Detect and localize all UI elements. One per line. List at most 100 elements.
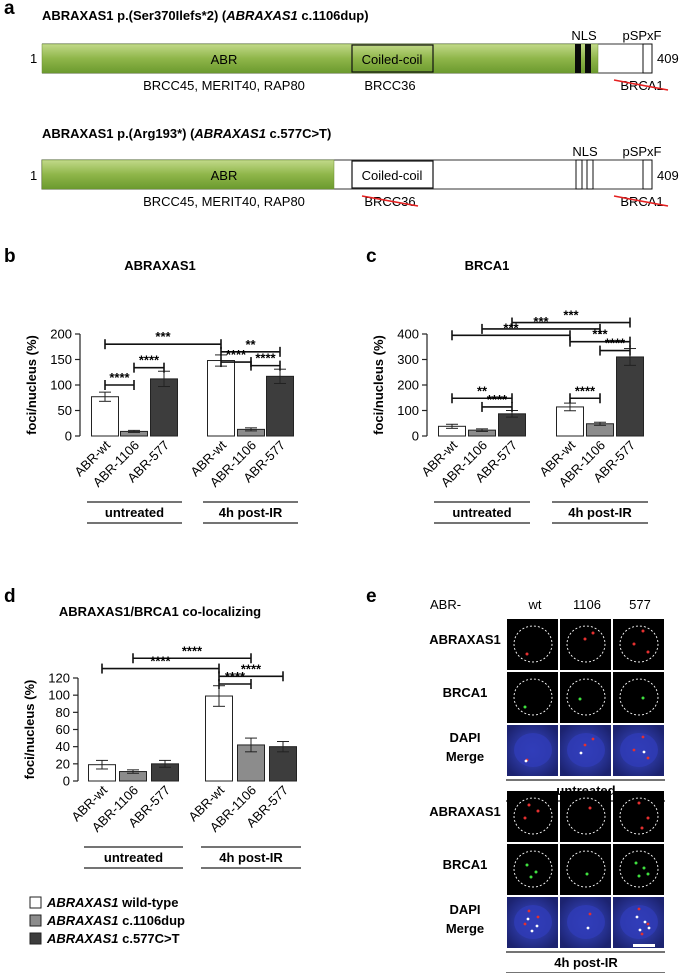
- nucleus: [620, 733, 658, 767]
- nls-segment: [575, 44, 581, 73]
- nls-label: NLS: [572, 144, 598, 159]
- micrograph-tile: [560, 619, 611, 670]
- significance-label: ****: [139, 353, 160, 368]
- red-focus: [523, 922, 527, 926]
- abraxas1-focus: [527, 803, 531, 807]
- row-label: ABRAXAS1: [429, 632, 501, 647]
- significance-label: ***: [592, 327, 608, 342]
- significance-label: ***: [563, 308, 579, 323]
- residue-end: 409: [657, 51, 679, 66]
- chart-colocalizing-foci: ABRAXAS1/BRCA1 co-localizing 0 20 40 60 80 100…: [22, 604, 301, 869]
- colocalized-focus: [647, 926, 651, 930]
- significance-label: ****: [605, 336, 626, 351]
- y-tick-label: 0: [412, 429, 419, 444]
- colocalized-focus: [535, 924, 539, 928]
- legend-label-1106: ABRAXAS1 c.1106dup: [46, 913, 185, 928]
- y-tick-label: 80: [56, 705, 70, 720]
- y-tick-label: 120: [48, 671, 70, 686]
- panel-letter-b: b: [4, 246, 16, 267]
- micrograph-tile: [613, 725, 664, 776]
- y-axis-label: foci/nucleus (%): [22, 680, 37, 780]
- y-tick-label: 300: [397, 352, 419, 367]
- brca1-focus: [641, 696, 645, 700]
- fluorescence-image: [613, 844, 664, 895]
- red-focus: [583, 743, 587, 747]
- bar-abr-wt: [556, 406, 584, 437]
- colocalized-focus: [530, 929, 534, 933]
- fluorescence-image: [560, 619, 611, 670]
- micrograph-tile: [560, 725, 611, 776]
- abraxas1-focus: [583, 637, 587, 641]
- coiled-coil-domain: [351, 44, 434, 73]
- fluorescence-image: [613, 619, 664, 670]
- nucleus-outline: [513, 850, 553, 888]
- colocalized-focus: [642, 750, 646, 754]
- chart-title: BRCA1: [465, 258, 510, 273]
- micrograph-tile: [507, 791, 558, 842]
- micrograph-tile: [560, 897, 611, 948]
- micrograph-tile: [507, 619, 558, 670]
- group-label: 4h post-IR: [219, 505, 283, 520]
- column-header-577: 577: [629, 597, 651, 612]
- bar-abr-577: [269, 746, 297, 782]
- column-header-1106: 1106: [573, 597, 601, 612]
- column-prefix: ABR-: [430, 597, 461, 612]
- abr-domain: [41, 159, 335, 190]
- motif-binder-strike: [613, 195, 669, 207]
- abraxas1-focus: [646, 650, 650, 654]
- bar-abr-577: [150, 378, 178, 437]
- y-tick-label: 100: [48, 688, 70, 703]
- micrograph-tile: [560, 672, 611, 723]
- bar-abr-wt: [207, 360, 235, 437]
- nucleus-outline: [566, 625, 606, 663]
- bar-abr-577: [266, 375, 294, 437]
- significance-label: ****: [487, 392, 508, 407]
- protein-title-1106: ABRAXAS1 p.(Ser370Ilefs*2) (ABRAXAS1 c.1…: [42, 8, 369, 23]
- nls-segment: [575, 159, 583, 190]
- row-label: DAPI: [449, 902, 480, 917]
- row-label: Merge: [446, 921, 484, 936]
- bar-abr-577: [616, 356, 644, 437]
- nucleus-outline: [513, 625, 553, 663]
- nucleus-outline: [619, 850, 659, 888]
- motif-binder-strike: [613, 79, 669, 91]
- y-axis-label: foci/nucleus (%): [24, 335, 39, 435]
- significance-label: **: [477, 383, 488, 398]
- group-label: 4h post-IR: [568, 505, 632, 520]
- micrograph-tile: [613, 897, 664, 948]
- panel-a: a ABRAXAS1 p.(Ser370Ilefs*2) (ABRAXAS1 c…: [4, 0, 679, 209]
- cc-binder-strike: [361, 195, 419, 207]
- abraxas1-focus: [523, 816, 527, 820]
- nucleus-outline: [619, 625, 659, 663]
- significance-label: ****: [241, 661, 262, 676]
- micrograph-tile: [507, 897, 558, 948]
- legend-swatch-wt: [29, 896, 42, 909]
- micrograph-tile: [560, 844, 611, 895]
- red-focus: [637, 907, 641, 911]
- abraxas1-focus: [536, 809, 540, 813]
- red-focus: [646, 922, 650, 926]
- colocalized-focus: [524, 759, 528, 763]
- red-focus: [536, 915, 540, 919]
- colocalized-focus: [638, 928, 642, 932]
- colocalized-focus: [643, 920, 647, 924]
- panel-e: e ABR- wt 1106 577 ABRAXAS1 BRCA1 DAPI Merg…: [366, 586, 665, 973]
- group-label: untreated: [452, 505, 511, 520]
- nucleus: [567, 905, 605, 939]
- motif-label: pSPxF: [622, 28, 661, 43]
- chart-title: ABRAXAS1/BRCA1 co-localizing: [59, 604, 261, 619]
- motif-box: [642, 43, 653, 74]
- nucleus: [567, 733, 605, 767]
- row-label: DAPI: [449, 730, 480, 745]
- condition-label: 4h post-IR: [554, 955, 618, 970]
- protein-title-577: ABRAXAS1 p.(Arg193*) (ABRAXAS1 c.577C>T): [42, 126, 331, 141]
- y-tick-label: 200: [397, 378, 419, 393]
- significance-label: ****: [255, 351, 276, 366]
- y-tick-label: 100: [50, 378, 72, 393]
- brca1-focus: [646, 872, 650, 876]
- brca1-focus: [523, 705, 527, 709]
- abr-binders: BRCC45, MERIT40, RAP80: [143, 78, 305, 93]
- y-axis-label: foci/nucleus (%): [371, 335, 386, 435]
- residue-start: 1: [30, 168, 37, 183]
